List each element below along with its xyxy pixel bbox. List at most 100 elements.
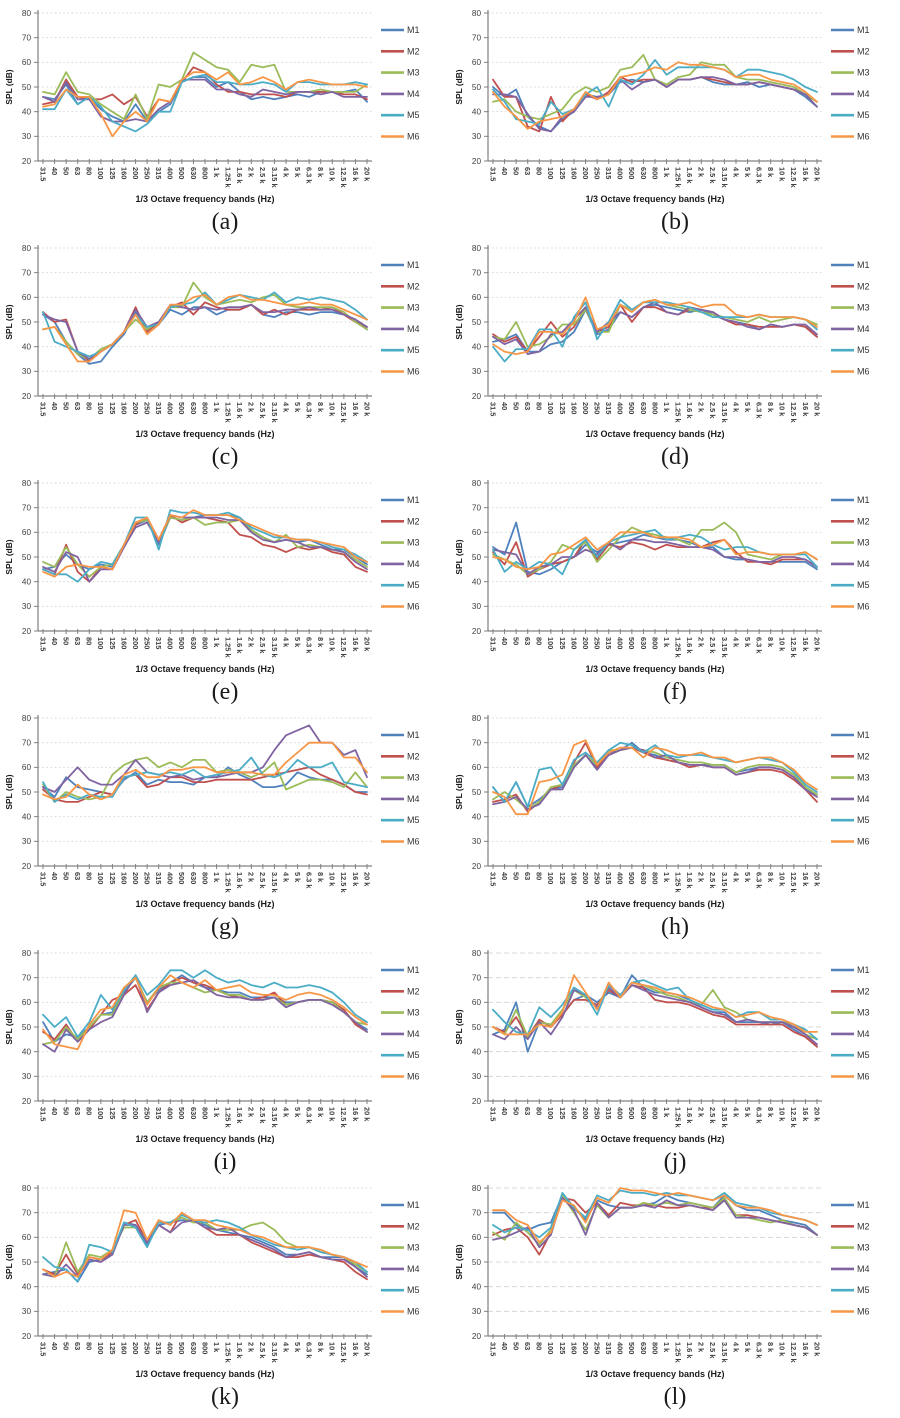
y-tick-label-60: 60: [22, 763, 32, 772]
x-tick-label-21: 4 k: [281, 1107, 290, 1118]
y-tick-label-30: 30: [472, 602, 482, 611]
x-tick-label-5: 100: [96, 637, 105, 649]
x-tick-label-1: 40: [50, 402, 59, 410]
x-tick-label-23: 6.3 k: [305, 167, 314, 184]
x-tick-label-2: 50: [512, 637, 521, 645]
x-tick-label-11: 400: [166, 167, 175, 179]
series-M5-line: [492, 59, 818, 125]
x-tick-label-14: 800: [200, 637, 209, 649]
legend-label-M1: M1: [857, 965, 870, 975]
x-tick-label-20: 3.15 k: [270, 872, 279, 893]
x-tick-label-20: 3.15 k: [270, 1342, 279, 1363]
panel-b: 20 30 40 50 60 70 80 31.5 40 50 63 80 100 125 160 200 25…: [450, 4, 900, 239]
x-tick-label-22: 5 k: [293, 872, 302, 883]
x-tick-label-6: 125: [558, 637, 567, 649]
legend-label-M3: M3: [857, 68, 870, 78]
x-tick-label-9: 250: [593, 637, 602, 649]
x-tick-label-16: 1.25 k: [224, 402, 233, 423]
x-tick-label-12: 500: [627, 872, 636, 884]
series-M1-line: [492, 303, 818, 353]
caption-k: (k): [211, 1384, 239, 1410]
y-tick-label-20: 20: [472, 1097, 482, 1106]
x-axis-title: 1/3 Octave frequency bands (Hz): [135, 429, 274, 439]
x-tick-label-22: 5 k: [293, 402, 302, 413]
chart-l: 20 30 40 50 60 70 80 31.5 40 50 63 80 100 125 160 200 25…: [450, 1179, 900, 1382]
caption-a: (a): [211, 209, 239, 235]
x-tick-label-8: 200: [131, 402, 140, 414]
y-tick-label-70: 70: [22, 503, 32, 512]
x-tick-label-23: 6.3 k: [305, 402, 314, 419]
y-tick-label-40: 40: [22, 1047, 32, 1056]
legend-label-M6: M6: [857, 367, 870, 377]
y-tick-label-30: 30: [472, 1307, 482, 1316]
x-tick-label-7: 160: [569, 402, 578, 414]
legend-label-M5: M5: [407, 110, 420, 120]
x-tick-label-20: 3.15 k: [720, 1342, 729, 1363]
x-tick-label-17: 1.6 k: [235, 872, 244, 889]
y-tick-label-70: 70: [472, 738, 482, 747]
series-M4-line: [42, 1219, 368, 1278]
x-tick-label-26: 12.5 k: [789, 167, 798, 188]
y-axis-title: SPL (dB): [454, 774, 464, 809]
legend-label-M3: M3: [407, 1008, 420, 1018]
x-tick-label-14: 800: [200, 402, 209, 414]
x-tick-label-3: 63: [523, 1342, 532, 1350]
x-tick-label-20: 3.15 k: [720, 872, 729, 893]
series-M6-line: [42, 294, 368, 363]
caption-l: (l): [663, 1384, 687, 1410]
legend-label-M5: M5: [407, 1285, 420, 1295]
x-tick-label-22: 5 k: [743, 1342, 752, 1353]
y-tick-label-20: 20: [472, 627, 482, 636]
legend-label-M3: M3: [857, 303, 870, 313]
x-tick-label-10: 315: [154, 167, 163, 179]
x-tick-label-9: 250: [593, 872, 602, 884]
legend-label-M5: M5: [407, 1050, 420, 1060]
panel-i: 20 30 40 50 60 70 80 31.5 40 50 63 80 100 125 160 200 25…: [0, 944, 450, 1179]
x-tick-label-17: 1.6 k: [235, 1107, 244, 1124]
x-tick-label-15: 1 k: [212, 1342, 221, 1353]
x-tick-label-18: 2 k: [247, 167, 256, 178]
x-tick-label-28: 20 k: [362, 872, 371, 887]
x-tick-label-10: 315: [154, 637, 163, 649]
x-tick-label-12: 500: [177, 1107, 186, 1119]
x-tick-label-18: 2 k: [697, 1107, 706, 1118]
legend-label-M1: M1: [407, 25, 420, 35]
x-tick-label-20: 3.15 k: [270, 1107, 279, 1128]
x-tick-label-5: 100: [546, 1107, 555, 1119]
y-axis-title: SPL (dB): [4, 1244, 14, 1279]
caption-c: (c): [211, 444, 239, 470]
y-axis-title: SPL (dB): [4, 1009, 14, 1044]
x-tick-label-17: 1.6 k: [235, 167, 244, 184]
x-tick-label-4: 80: [535, 1107, 544, 1115]
x-tick-label-22: 5 k: [743, 637, 752, 648]
legend-label-M5: M5: [857, 815, 870, 825]
x-tick-label-10: 315: [604, 167, 613, 179]
x-tick-label-24: 8 k: [316, 402, 325, 413]
series-M5-line: [42, 969, 368, 1038]
x-tick-label-25: 10 k: [778, 637, 787, 652]
y-tick-label-30: 30: [22, 837, 32, 846]
panel-f: 20 30 40 50 60 70 80 31.5 40 50 63 80 100 125 160 200 25…: [450, 474, 900, 709]
x-tick-label-28: 20 k: [812, 1107, 821, 1122]
x-tick-label-6: 125: [108, 872, 117, 884]
x-tick-label-28: 20 k: [362, 1342, 371, 1357]
x-tick-label-16: 1.25 k: [224, 637, 233, 658]
series-M2-line: [492, 1196, 818, 1256]
legend-label-M4: M4: [407, 324, 420, 334]
series-M5-line: [42, 756, 368, 803]
x-tick-label-8: 200: [131, 167, 140, 179]
y-axis-title: SPL (dB): [4, 539, 14, 574]
legend-label-M1: M1: [857, 25, 870, 35]
x-tick-label-13: 630: [639, 872, 648, 884]
x-tick-label-13: 630: [639, 402, 648, 414]
x-tick-label-12: 500: [177, 402, 186, 414]
y-tick-label-80: 80: [472, 714, 482, 723]
x-tick-label-14: 800: [650, 1342, 659, 1354]
x-tick-label-1: 40: [50, 637, 59, 645]
legend-label-M1: M1: [407, 1200, 420, 1210]
x-tick-label-22: 5 k: [293, 637, 302, 648]
legend-label-M6: M6: [407, 132, 420, 142]
x-tick-label-16: 1.25 k: [224, 167, 233, 188]
x-tick-label-12: 500: [627, 402, 636, 414]
